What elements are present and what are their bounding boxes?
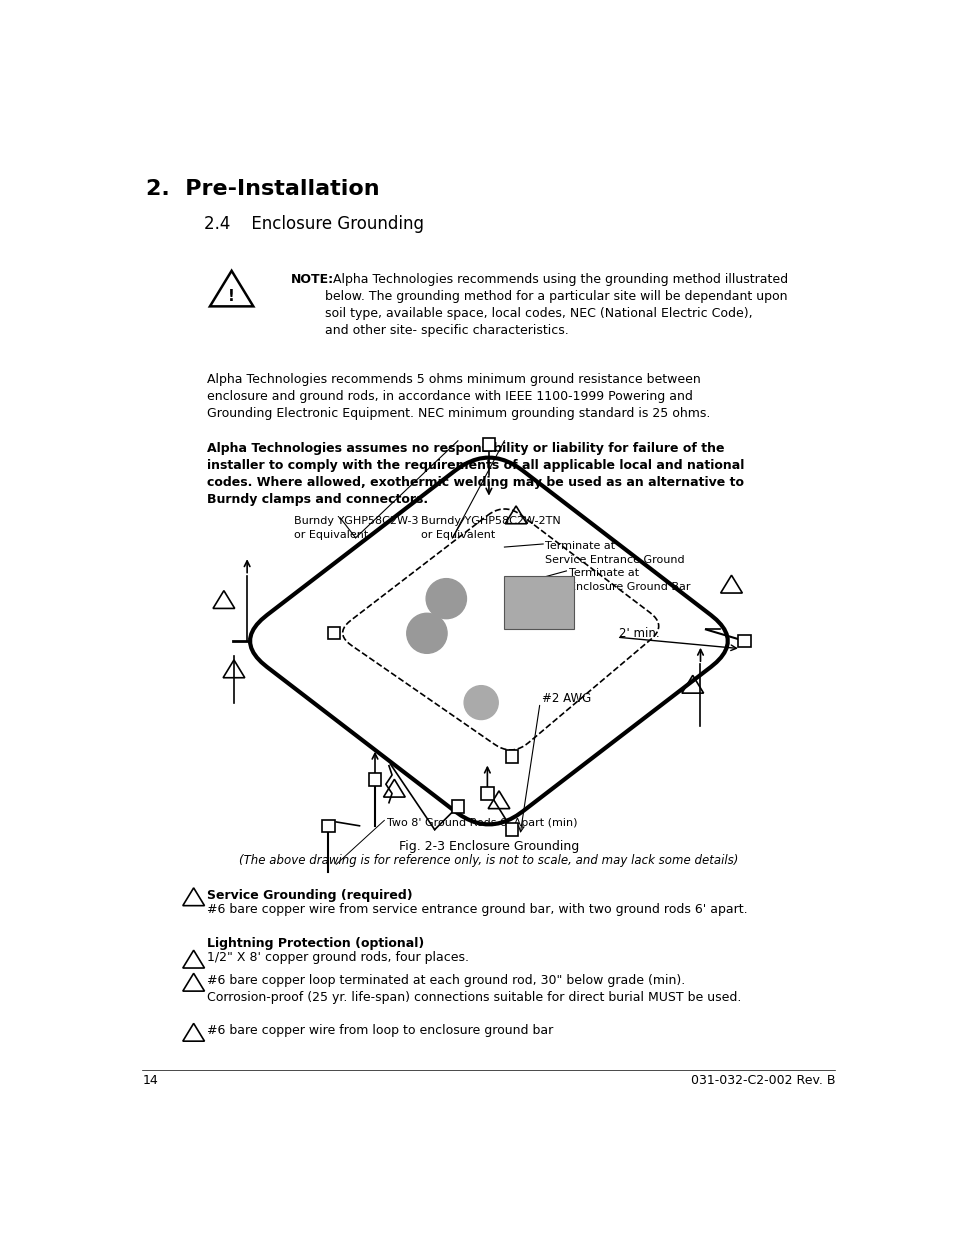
Polygon shape (328, 627, 340, 640)
Polygon shape (480, 787, 493, 799)
Polygon shape (452, 800, 464, 813)
Text: 1/2" X 8' copper ground rods, four places.: 1/2" X 8' copper ground rods, four place… (207, 951, 468, 965)
Text: 2' min.: 2' min. (618, 627, 659, 640)
Polygon shape (250, 458, 727, 824)
Text: Burndy YGHP58C2W-3
or Equivalent: Burndy YGHP58C2W-3 or Equivalent (294, 516, 417, 540)
Text: Service Grounding (required): Service Grounding (required) (207, 889, 412, 902)
Text: 031-032-C2-002 Rev. B: 031-032-C2-002 Rev. B (690, 1073, 835, 1087)
Text: 2.4    Enclosure Grounding: 2.4 Enclosure Grounding (204, 215, 424, 233)
Text: Fig. 2-3 Enclosure Grounding: Fig. 2-3 Enclosure Grounding (398, 840, 578, 852)
Circle shape (464, 685, 497, 720)
Text: Terminate at
Service Entrance Ground: Terminate at Service Entrance Ground (545, 541, 684, 564)
Text: #6 bare copper loop terminated at each ground rod, 30" below grade (min).
Corros: #6 bare copper loop terminated at each g… (207, 974, 740, 1004)
Text: 2.  Pre-Installation: 2. Pre-Installation (146, 179, 379, 199)
Text: Two 8' Ground Rods 6' Apart (min): Two 8' Ground Rods 6' Apart (min) (386, 818, 577, 829)
Text: #6 bare copper wire from loop to enclosure ground bar: #6 bare copper wire from loop to enclosu… (207, 1025, 553, 1037)
Text: #6 bare copper wire from service entrance ground bar, with two ground rods 6' ap: #6 bare copper wire from service entranc… (207, 903, 746, 916)
Polygon shape (738, 635, 750, 647)
Text: Burndy YGHP58C2W-2TN
or Equivalent: Burndy YGHP58C2W-2TN or Equivalent (421, 516, 560, 540)
Text: Alpha Technologies recommends using the grounding method illustrated
below. The : Alpha Technologies recommends using the … (324, 273, 787, 337)
Polygon shape (504, 576, 574, 630)
Polygon shape (322, 820, 335, 832)
Text: 14: 14 (142, 1073, 158, 1087)
Text: #2 AWG: #2 AWG (541, 693, 590, 705)
Text: !: ! (228, 289, 234, 304)
Circle shape (426, 579, 466, 619)
Polygon shape (482, 438, 495, 451)
Polygon shape (369, 773, 381, 785)
Polygon shape (505, 751, 517, 763)
Text: Terminate at
Enclosure Ground Bar: Terminate at Enclosure Ground Bar (568, 568, 690, 592)
Circle shape (406, 614, 447, 653)
Text: (The above drawing is for reference only, is not to scale, and may lack some det: (The above drawing is for reference only… (239, 853, 738, 867)
Text: NOTE:: NOTE: (291, 273, 335, 287)
Text: Alpha Technologies recommends 5 ohms minimum ground resistance between
enclosure: Alpha Technologies recommends 5 ohms min… (207, 373, 709, 420)
Text: Lightning Protection (optional): Lightning Protection (optional) (207, 937, 424, 951)
Polygon shape (505, 824, 517, 836)
Text: Alpha Technologies assumes no responsibility or liability for failure of the
ins: Alpha Technologies assumes no responsibi… (207, 442, 743, 506)
